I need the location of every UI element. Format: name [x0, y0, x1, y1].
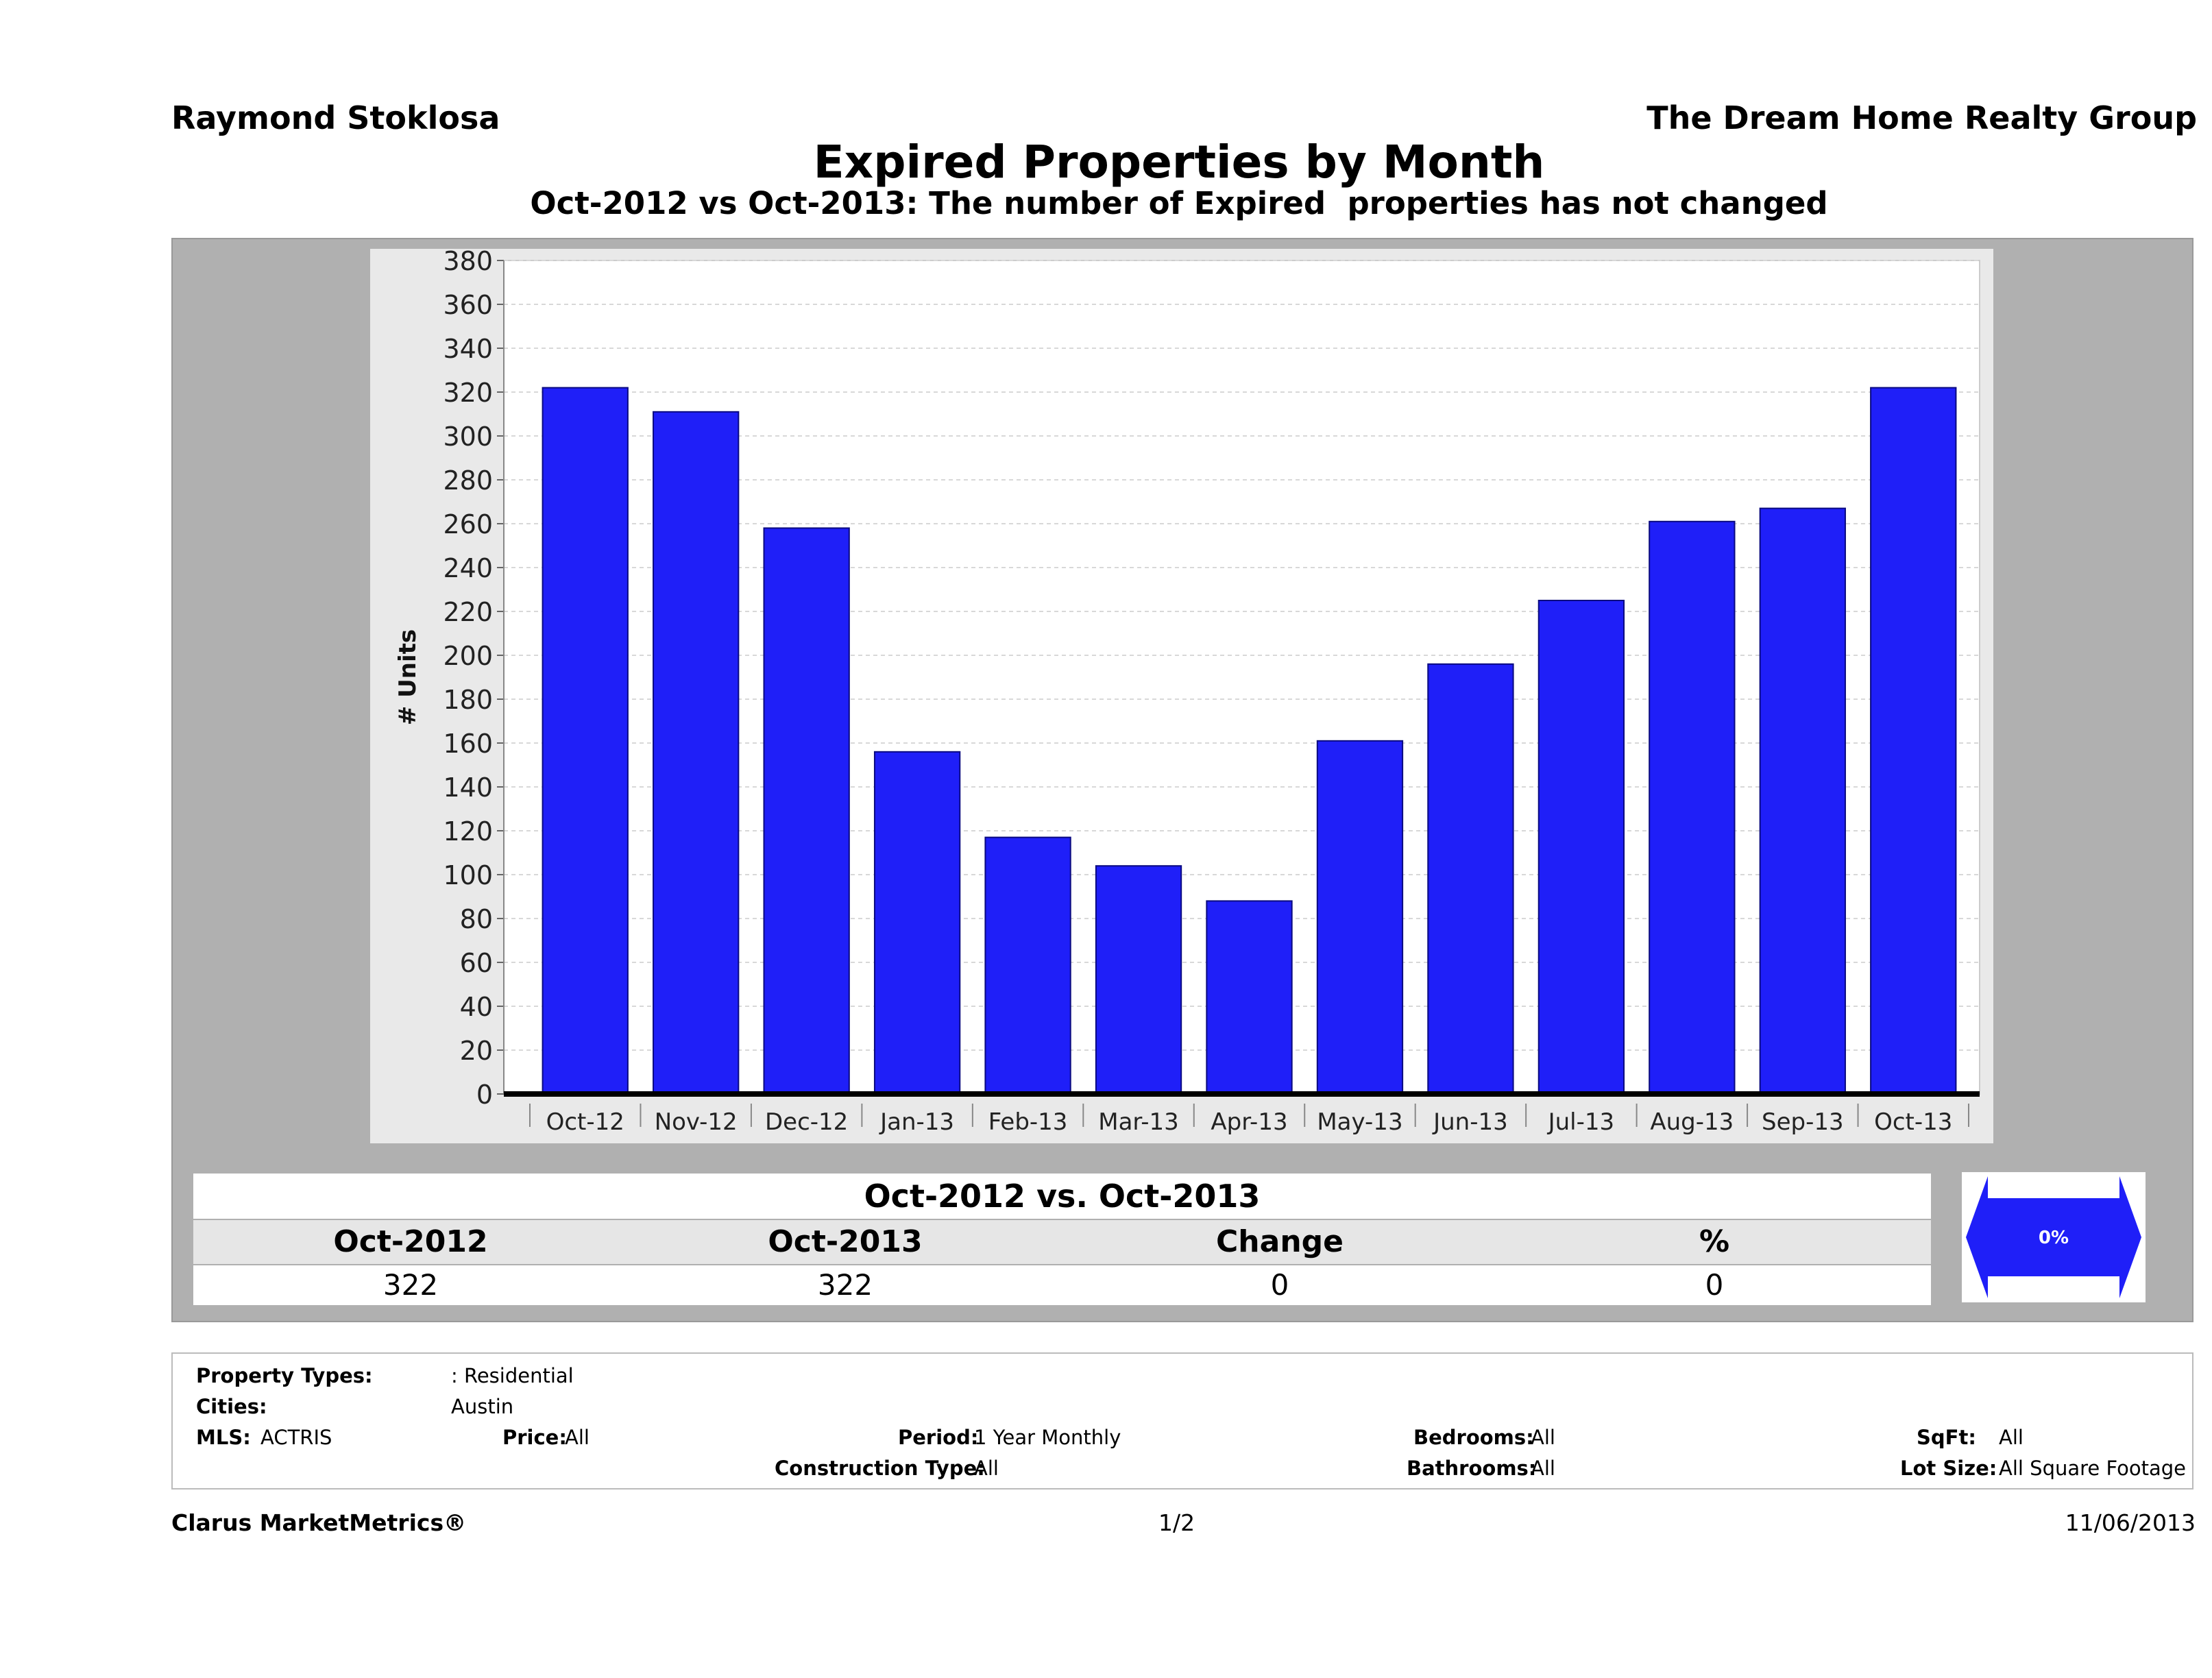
bar	[1538, 600, 1625, 1095]
bar	[1759, 507, 1846, 1095]
double-arrow-icon: 0%	[1966, 1176, 2141, 1298]
summary-value-row	[193, 1265, 1931, 1305]
bar-chart: 0 20 40 60 80 100 120 140 160 180 200 220 240 260 280 3…	[394, 249, 1980, 1136]
y-tick-label: 140	[443, 773, 493, 803]
cities-value: Austin	[451, 1395, 514, 1418]
footer-date: 11/06/2013	[2065, 1509, 2196, 1536]
bar	[873, 751, 961, 1095]
bar	[1095, 865, 1182, 1095]
summary-value-percent: 0	[1705, 1268, 1724, 1302]
sqft-value: All	[1999, 1426, 2023, 1449]
x-tick-label: Oct-12	[546, 1108, 624, 1136]
mls-label: MLS:	[196, 1426, 251, 1449]
price-value: All	[565, 1426, 590, 1449]
lot-size-value: All Square Footage	[1999, 1457, 2187, 1480]
period-label: Period:	[898, 1426, 979, 1449]
y-tick-label: 200	[443, 641, 493, 671]
y-tick-label: 300	[443, 422, 493, 452]
y-tick-label: 260	[443, 509, 493, 539]
construction-type-value: All	[974, 1457, 999, 1480]
summary-header-oct-2013: Oct-2013	[768, 1224, 923, 1259]
bathrooms-value: All	[1531, 1457, 1555, 1480]
bar	[984, 836, 1071, 1095]
company-name: The Dream Home Realty Group	[1646, 99, 2197, 136]
agent-name: Raymond Stoklosa	[171, 99, 500, 136]
summary-header-percent: %	[1699, 1224, 1730, 1259]
summary-value-oct-2012: 322	[382, 1268, 439, 1302]
x-tick-label: Sep-13	[1762, 1108, 1844, 1136]
y-tick-label: 320	[443, 378, 493, 408]
price-label: Price:	[502, 1426, 567, 1449]
y-tick-label: 180	[443, 685, 493, 715]
bar	[763, 527, 850, 1095]
summary-header-row	[193, 1220, 1931, 1264]
x-tick-label: Oct-13	[1874, 1108, 1952, 1136]
bar	[1870, 387, 1957, 1095]
y-tick-label: 100	[443, 860, 493, 890]
x-tick-label: Nov-12	[655, 1108, 738, 1136]
change-arrow-shape	[1966, 1176, 2141, 1298]
y-tick-label: 40	[460, 992, 493, 1022]
summary-header-oct-2012: Oct-2012	[333, 1224, 488, 1259]
property-types-value: : Residential	[451, 1364, 574, 1387]
bathrooms-label: Bathrooms:	[1407, 1457, 1537, 1480]
x-tick-label: Aug-13	[1650, 1108, 1734, 1136]
bedrooms-value: All	[1531, 1426, 1555, 1449]
x-tick-label: Mar-13	[1098, 1108, 1179, 1136]
y-tick-label: 360	[443, 290, 493, 320]
y-tick-label: 0	[476, 1080, 493, 1110]
y-tick-label: 120	[443, 816, 493, 847]
summary-value-oct-2013: 322	[817, 1268, 873, 1302]
summary-title-row	[193, 1174, 1931, 1219]
y-tick-label: 80	[460, 904, 493, 934]
period-value: 1 Year Monthly	[974, 1426, 1121, 1449]
bedrooms-label: Bedrooms:	[1413, 1426, 1534, 1449]
bar	[542, 387, 629, 1095]
x-tick-label: Dec-12	[765, 1108, 848, 1136]
cities-label: Cities:	[196, 1395, 267, 1418]
y-tick-label: 20	[460, 1036, 493, 1066]
x-tick-label: Apr-13	[1211, 1108, 1287, 1136]
bar	[1316, 740, 1404, 1095]
bar	[1427, 663, 1514, 1095]
summary-value-change: 0	[1270, 1268, 1289, 1302]
y-tick-label: 280	[443, 465, 493, 496]
y-axis-label: # Units	[394, 629, 422, 725]
x-tick-label: Feb-13	[988, 1108, 1068, 1136]
page-title: Expired Properties by Month	[813, 136, 1545, 189]
lot-size-label: Lot Size:	[1900, 1457, 1997, 1480]
sqft-label: SqFt:	[1917, 1426, 1976, 1449]
y-tick-label: 380	[443, 249, 493, 276]
y-tick-label: 60	[460, 948, 493, 978]
x-tick-label: Jul-13	[1547, 1108, 1615, 1136]
bar	[1649, 520, 1736, 1095]
change-indicator-label: 0%	[2039, 1228, 2069, 1248]
y-tick-label: 160	[443, 729, 493, 759]
summary-header-change: Change	[1216, 1224, 1344, 1259]
summary-title: Oct-2012 vs. Oct-2013	[864, 1178, 1261, 1215]
x-tick-label: Jan-13	[879, 1108, 954, 1136]
page-subtitle: Oct-2012 vs Oct-2013: The number of Expi…	[530, 185, 1828, 221]
footer-page-number: 1/2	[1158, 1509, 1195, 1536]
property-types-label: Property Types:	[196, 1364, 373, 1387]
y-tick-label: 340	[443, 334, 493, 364]
bar	[1206, 900, 1293, 1095]
construction-type-label: Construction Type:	[775, 1457, 985, 1480]
x-tick-label: Jun-13	[1432, 1108, 1508, 1136]
footer-brand: Clarus MarketMetrics®	[171, 1509, 467, 1536]
filter-box	[171, 1352, 2193, 1489]
bar	[653, 411, 740, 1095]
y-tick-label: 220	[443, 597, 493, 627]
x-tick-label: May-13	[1317, 1108, 1402, 1136]
y-tick-label: 240	[443, 553, 493, 583]
mls-value: ACTRIS	[260, 1426, 332, 1449]
